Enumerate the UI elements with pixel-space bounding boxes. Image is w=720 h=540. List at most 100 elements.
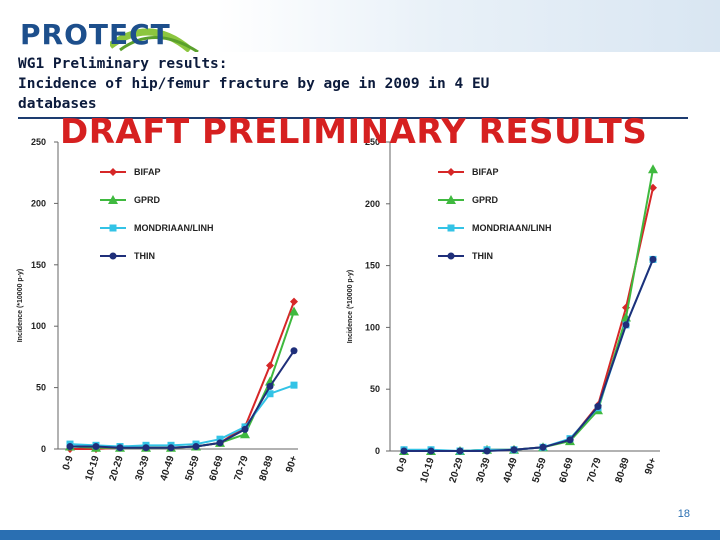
x-tick-label: 70-79	[585, 456, 604, 484]
legend-label: MONDRIAAN/LINH	[134, 223, 214, 233]
y-axis-label: Incidence (*10000 p-y)	[347, 270, 354, 344]
data-point	[216, 435, 224, 443]
data-point	[622, 321, 630, 329]
data-point	[649, 255, 657, 263]
title-rule	[18, 117, 688, 119]
legend-label: BIFAP	[472, 167, 499, 177]
chart-panel-2: 0 50 100 150 200 250 Incidence (*10000 p-y) 0-9…	[347, 137, 660, 484]
data-point	[427, 447, 435, 455]
y-tick-label: 150	[31, 260, 46, 270]
series-line	[404, 259, 654, 452]
x-tick-label: 30-39	[133, 454, 152, 482]
draft-banner: DRAFT PRELIMINARY RESULTS	[60, 112, 648, 152]
data-point	[266, 361, 274, 370]
data-point	[266, 382, 274, 390]
data-point	[240, 429, 250, 439]
data-point	[456, 447, 464, 455]
data-point	[400, 447, 408, 455]
x-tick-label: 90+	[643, 456, 659, 476]
x-tick-label: 50-59	[183, 454, 202, 482]
y-axis-label: Incidence (*10000 p-y)	[17, 269, 24, 343]
data-point	[290, 297, 298, 306]
page-title: WG1 Preliminary results: Incidence of hi…	[18, 54, 489, 114]
footer-bar	[0, 530, 720, 540]
logo: PROTECT	[20, 18, 171, 51]
legend-label: THIN	[134, 251, 155, 261]
series-line	[70, 350, 295, 449]
legend-label: THIN	[472, 251, 493, 261]
series-line	[69, 311, 295, 449]
legend-marker	[109, 252, 117, 260]
legend: BIFAP GPRD MONDRIAAN/LINH THIN	[100, 167, 214, 261]
y-tick-label: 100	[31, 321, 46, 331]
data-point	[142, 444, 150, 452]
data-point	[539, 443, 547, 451]
y-tick-label: 250	[365, 137, 380, 147]
x-tick-label: 40-49	[158, 454, 177, 482]
series-thin	[66, 347, 298, 452]
x-tick-label: 0-9	[395, 456, 410, 474]
data-point	[594, 403, 602, 411]
legend-marker	[447, 224, 455, 232]
x-tick-label: 70-79	[232, 454, 251, 482]
y-tick-label: 200	[31, 198, 46, 208]
y-tick-label: 100	[365, 322, 380, 332]
y-tick-label: 200	[365, 199, 380, 209]
data-point	[290, 381, 298, 389]
legend-marker	[108, 195, 118, 204]
data-point	[92, 443, 100, 451]
x-tick-label: 10-19	[418, 456, 437, 484]
x-tick-label: 90+	[284, 454, 300, 474]
x-tick-label: 20-29	[107, 454, 126, 482]
y-tick-label: 50	[36, 383, 46, 393]
data-point	[483, 447, 491, 455]
data-point	[566, 436, 574, 444]
y-tick-label: 0	[375, 446, 380, 456]
y-tick-label: 150	[365, 261, 380, 271]
data-point	[167, 444, 175, 452]
data-point	[648, 164, 658, 174]
legend-marker	[109, 224, 117, 232]
legend-marker	[446, 195, 456, 204]
data-point	[192, 443, 200, 451]
title-line-1: WG1 Preliminary results:	[18, 56, 228, 72]
x-tick-label: 60-69	[557, 456, 576, 484]
legend-marker	[109, 168, 117, 176]
x-tick-label: 60-69	[207, 454, 226, 482]
y-tick-label: 0	[41, 444, 46, 454]
x-tick-label: 80-89	[613, 456, 632, 484]
x-tick-label: 20-29	[447, 456, 466, 484]
series-thin	[400, 255, 657, 455]
data-point	[289, 306, 299, 316]
chart-panel-1: 0 50 100 150 200 250 Incidence (*10000 p-y) 0-9…	[17, 137, 300, 482]
legend-label: BIFAP	[134, 167, 161, 177]
data-point	[510, 446, 518, 454]
data-point	[66, 443, 74, 451]
x-tick-label: 50-59	[530, 456, 549, 484]
legend-marker	[447, 252, 455, 260]
data-point	[290, 347, 298, 355]
data-point	[116, 444, 124, 452]
series-line	[404, 169, 654, 452]
series-mondriaan-linh	[66, 381, 298, 451]
x-tick-label: 0-9	[61, 454, 76, 472]
legend-label: MONDRIAAN/LINH	[472, 223, 552, 233]
x-tick-label: 80-89	[257, 454, 276, 482]
series-line	[70, 301, 295, 450]
y-tick-label: 50	[370, 384, 380, 394]
title-line-3: databases	[18, 96, 97, 112]
legend-marker	[447, 168, 455, 176]
title-line-2: Incidence of hip/femur fracture by age i…	[18, 76, 490, 92]
data-point	[216, 439, 224, 447]
data-point	[241, 425, 249, 433]
legend: BIFAP GPRD MONDRIAAN/LINH THIN	[438, 167, 552, 261]
data-point	[266, 390, 274, 398]
x-tick-label: 30-39	[474, 456, 493, 484]
logo-swoosh-icon	[110, 28, 199, 52]
series-gprd	[399, 164, 658, 455]
legend-label: GPRD	[134, 195, 161, 205]
series-bifap	[66, 297, 298, 453]
x-tick-label: 10-19	[83, 454, 102, 482]
x-tick-label: 40-49	[501, 456, 520, 484]
